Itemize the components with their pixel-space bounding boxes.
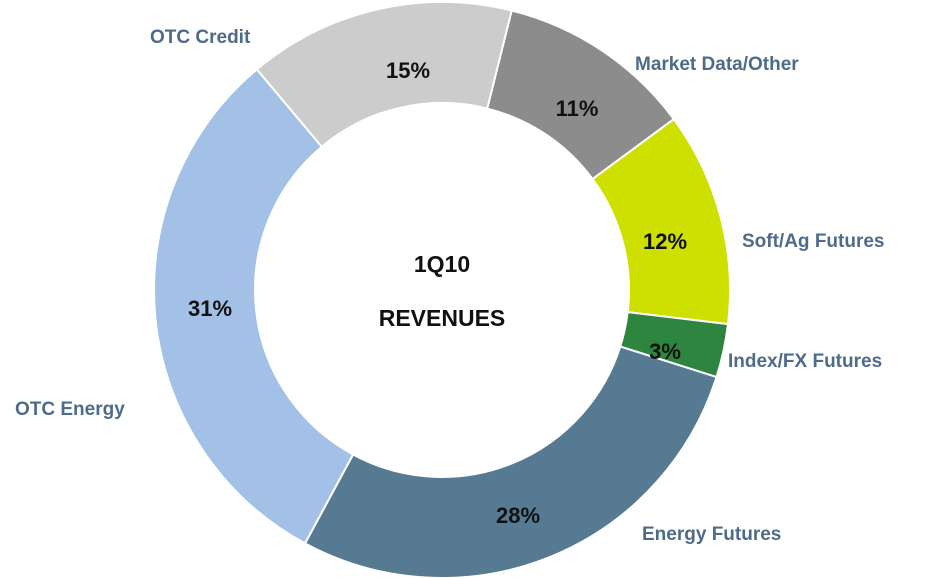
value-label: 11%	[556, 96, 599, 121]
donut-slice	[255, 1, 513, 149]
category-label: Soft/Ag Futures	[742, 231, 885, 252]
center-subtitle: REVENUES	[379, 305, 506, 331]
value-label: 3%	[649, 339, 681, 364]
value-label: 15%	[386, 58, 430, 83]
category-label: Index/FX Futures	[728, 351, 882, 372]
category-label: OTC Energy	[15, 399, 125, 420]
category-label: OTC Credit	[150, 27, 251, 48]
value-label: 28%	[496, 503, 540, 528]
category-label: Market Data/Other	[635, 54, 799, 75]
donut-slice	[303, 345, 718, 578]
category-label: Energy Futures	[642, 524, 781, 545]
value-label: 12%	[643, 229, 687, 254]
donut-slice	[153, 67, 355, 545]
center-title: 1Q10	[414, 251, 470, 277]
value-label: 31%	[188, 296, 232, 321]
